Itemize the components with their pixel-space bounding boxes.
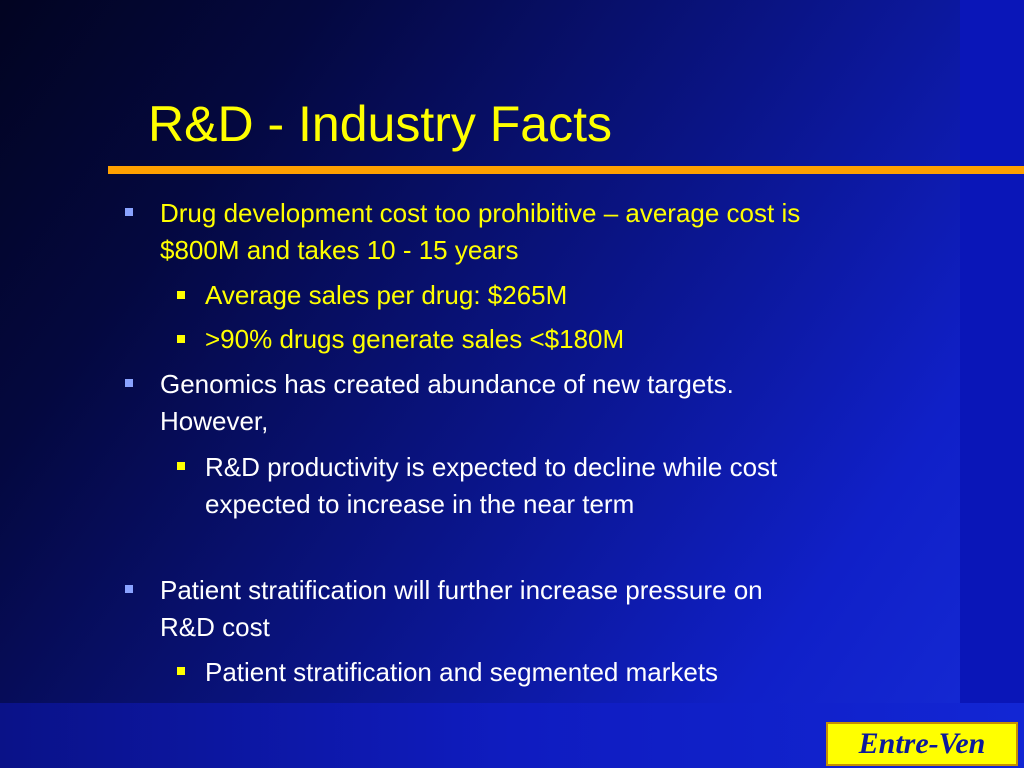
sub-bullet-drugs-sales: >90% drugs generate sales <$180M (205, 324, 625, 354)
title-underline (108, 166, 1024, 174)
slide-background (0, 0, 960, 703)
right-accent-strip (960, 0, 1024, 703)
bullet-marker (125, 208, 133, 216)
sub-bullet-marker (177, 291, 185, 299)
bullet-item-drug-cost-line-2: $800M and takes 10 - 15 years (160, 235, 519, 265)
bullet-item-genomics-line-2: However, (160, 406, 269, 436)
sub-bullet-marker (177, 462, 185, 470)
bullet-item-drug-cost-line-1: Drug development cost too prohibitive – … (160, 198, 801, 228)
sub-bullet-segmented-markets: Patient stratification and segmented mar… (205, 657, 719, 687)
sub-bullet-marker (177, 335, 185, 343)
sub-bullet-marker (177, 667, 185, 675)
entre-ven-logo: Entre-Ven (826, 722, 1018, 766)
bullet-item-stratification-line-2: R&D cost (160, 612, 270, 642)
sub-bullet-productivity-line-2: expected to increase in the near term (205, 489, 635, 519)
bullet-marker (125, 379, 133, 387)
bullet-item-stratification-line-1: Patient stratification will further incr… (160, 575, 763, 605)
bullet-item-genomics-line-1: Genomics has created abundance of new ta… (160, 369, 734, 399)
bullet-marker (125, 585, 133, 593)
sub-bullet-average-sales: Average sales per drug: $265M (205, 280, 568, 310)
logo-text: Entre-Ven (858, 727, 986, 760)
sub-bullet-productivity-line-1: R&D productivity is expected to decline … (205, 452, 778, 482)
slide-title: R&D - Industry Facts (148, 96, 612, 152)
